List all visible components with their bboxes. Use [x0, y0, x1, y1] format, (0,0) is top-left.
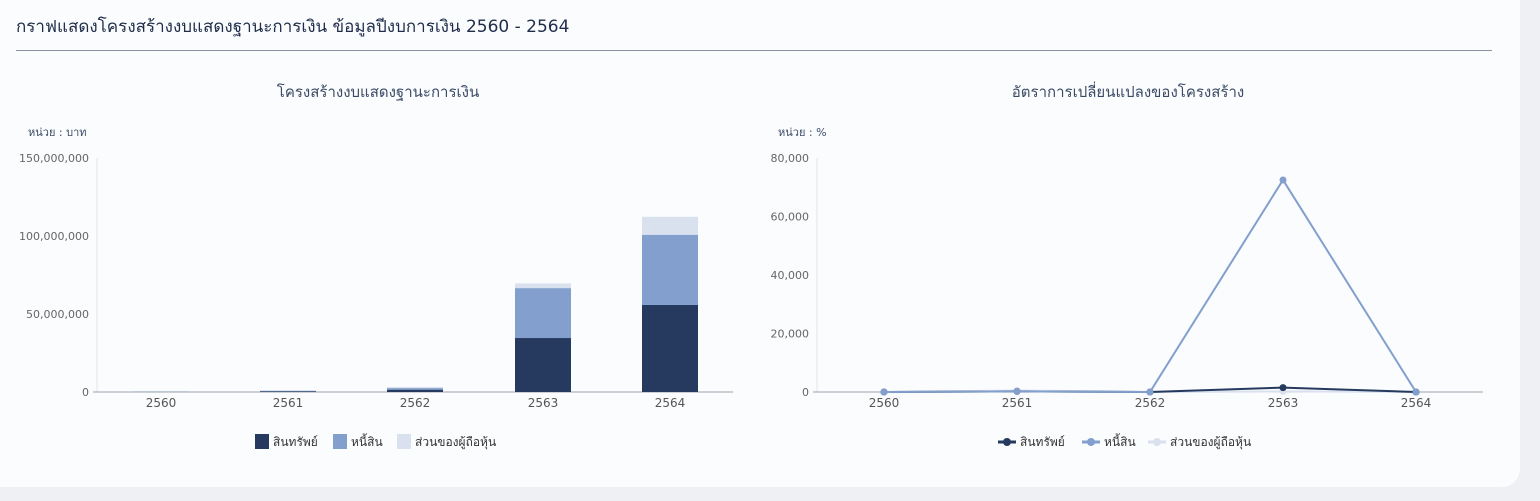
x-tick-label: 2561	[1002, 396, 1033, 410]
legend-item-marker[interactable]	[1153, 438, 1161, 446]
x-tick-label: 2563	[1268, 396, 1299, 410]
bar-segment	[387, 389, 443, 392]
bar-unit-label: หน่วย : บาท	[28, 126, 87, 139]
page-title: กราฟแสดงโครงสร้างงบแสดงฐานะการเงิน ข้อมู…	[16, 17, 570, 37]
legend-item-label[interactable]: หนี้สิน	[351, 433, 383, 449]
data-point	[1279, 384, 1287, 392]
y-tick-label: 60,000	[771, 211, 810, 224]
bar-segment	[642, 216, 698, 235]
legend-item-label[interactable]: ส่วนของผู้ถือหุ้น	[1170, 435, 1251, 450]
chart-card: กราฟแสดงโครงสร้างงบแสดงฐานะการเงิน ข้อมู…	[0, 0, 1520, 487]
bar-segment	[642, 234, 698, 305]
x-tick-label: 2560	[146, 396, 177, 410]
data-point	[880, 388, 888, 396]
legend-item-label[interactable]: สินทรัพย์	[273, 435, 318, 449]
series-line	[883, 178, 1417, 394]
bar-segment	[642, 304, 698, 392]
y-tick-label: 150,000,000	[19, 152, 89, 165]
legend-item-marker[interactable]	[1087, 438, 1095, 446]
bar-segment	[260, 391, 316, 392]
line-unit-label: หน่วย : %	[778, 126, 827, 139]
x-tick-label: 2563	[528, 396, 559, 410]
bar-segment	[387, 388, 443, 390]
legend-item-swatch[interactable]	[333, 434, 347, 449]
y-tick-label: 50,000,000	[26, 308, 89, 321]
x-tick-label: 2562	[1135, 396, 1166, 410]
bar-segment	[515, 283, 571, 289]
data-point	[1013, 387, 1021, 395]
line-chart-title: อัตราการเปลี่ยนแปลงของโครงสร้าง	[1011, 83, 1245, 101]
legend-item-marker[interactable]	[1003, 438, 1011, 446]
bar-segment	[387, 387, 443, 389]
legend-item-label[interactable]: ส่วนของผู้ถือหุ้น	[415, 435, 496, 450]
x-tick-label: 2561	[273, 396, 304, 410]
x-tick-label: 2560	[869, 396, 900, 410]
x-tick-label: 2564	[655, 396, 686, 410]
y-tick-label: 20,000	[771, 328, 810, 341]
legend-item-label[interactable]: หนี้สิน	[1104, 433, 1136, 449]
bar-segment	[515, 288, 571, 339]
legend-item-label[interactable]: สินทรัพย์	[1020, 435, 1065, 449]
divider	[16, 50, 1492, 51]
y-tick-label: 40,000	[771, 269, 810, 282]
x-tick-label: 2564	[1401, 396, 1432, 410]
legend-item-swatch[interactable]	[255, 434, 269, 449]
legend-item-swatch[interactable]	[397, 434, 411, 449]
data-point	[1412, 388, 1420, 396]
data-point	[1146, 388, 1154, 396]
data-point	[1279, 176, 1287, 184]
bar-chart-title: โครงสร้างงบแสดงฐานะการเงิน	[276, 83, 480, 101]
y-tick-label: 80,000	[771, 152, 810, 165]
y-tick-label: 0	[802, 386, 809, 399]
y-tick-label: 100,000,000	[19, 230, 89, 243]
y-tick-label: 0	[82, 386, 89, 399]
x-tick-label: 2562	[400, 396, 431, 410]
bar-segment	[515, 338, 571, 392]
